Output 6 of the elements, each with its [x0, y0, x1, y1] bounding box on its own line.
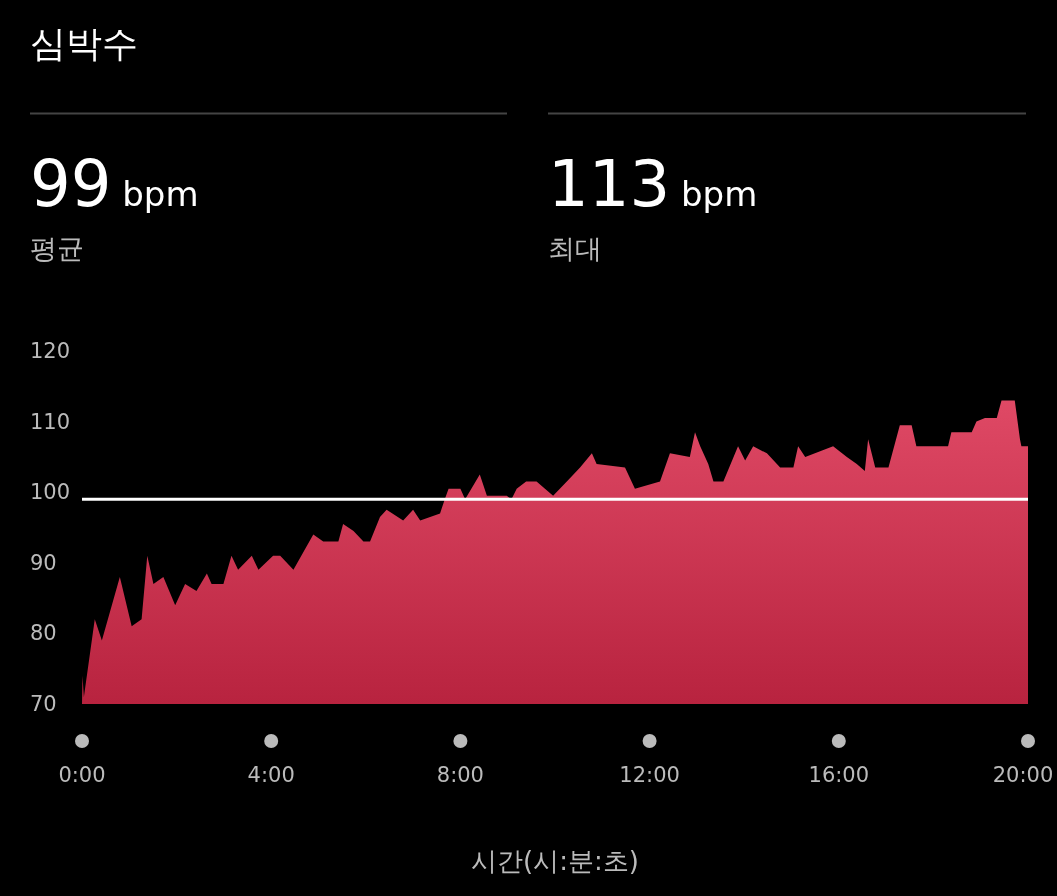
annotation: 평균 — [30, 233, 84, 264]
xlabel: 시간(시:분:초) — [471, 846, 639, 876]
title: 심박수 — [30, 23, 138, 64]
annotation: 99 bpm — [30, 147, 199, 221]
annotation: 113 bpm — [548, 147, 758, 221]
annotation: 최대 — [548, 233, 602, 264]
